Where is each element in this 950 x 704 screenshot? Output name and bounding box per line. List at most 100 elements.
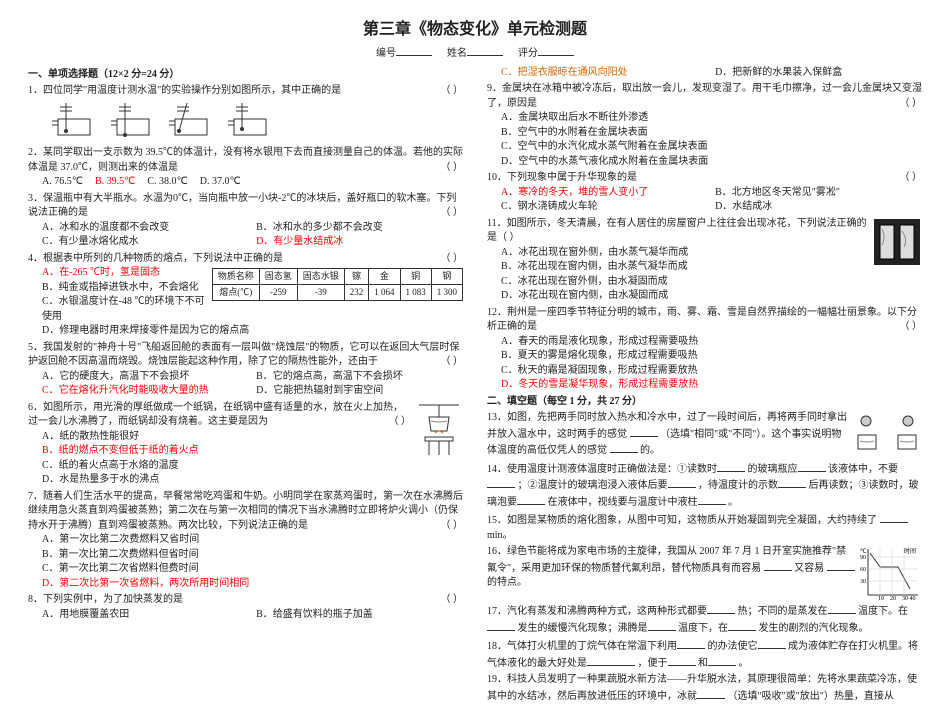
q17-t1: 热；不同的是蒸发在 [738,606,828,617]
thermometer-fig-c [159,101,215,139]
meta-label-id: 编号 [376,48,396,59]
th-5: 铜 [400,269,431,285]
q5-opt-b: B．它的熔点高，高温下不会损坏 [256,370,403,385]
q5-opt-a: A．它的硬度大，高温下不会损坏 [42,370,244,385]
q10-opt-a: A．寒冷的冬天，堆的雪人变小了 [501,186,703,201]
q9-opt-c: C．空气中的水汽化成水蒸气附着在金属块表面 [501,140,922,155]
svg-text:30 40: 30 40 [902,596,916,601]
window-fig [872,217,922,267]
q5-paren: （ ） [441,355,464,370]
paper-pot-fig [415,401,463,459]
q6-opt-b: B．纸的燃点不变但低于纸的着火点 [42,444,463,459]
q3-paren: （ ） [441,206,464,221]
q5-opt-c: C．它在熔化升汽化时能吸收大量的热 [42,384,244,399]
q10-opt-b: B．北方地区冬天常见"雾凇" [715,186,840,201]
q8-paren: （ ） [441,593,464,608]
q7-opt-b: B．第一次比第二次费燃料但省时间 [42,548,463,563]
th-3: 镓 [344,269,369,285]
q1-figure-row [28,101,463,145]
q13-tail2: 的。 [640,445,660,456]
q7: 7．随着人们生活水平的提高，早餐常常吃鸡蛋和牛奶。小明同学在家蒸鸡蛋时，第一次在… [28,490,463,592]
q18: 18．气体打火机里的丁烷气体在常温下利用 的办法使它 成为液体贮存在打火机里。将… [487,638,922,671]
q10-opt-d: D．水结成冰 [715,200,772,215]
q14-t6: 在液体中，视线要与温度计中液柱 [548,497,698,508]
q3-text: 3．保温瓶中有大半瓶水。水温为0℃，当向瓶中放一小块-2℃的冰块后，盖好瓶口的软… [28,193,456,219]
q10-text: 10．下列现象中属于升华现象的是 [487,172,637,183]
q4-table: 物质名称 固态氢 固态水银 镓 金 铜 钢 熔点(℃) -259 -39 232… [212,268,463,301]
th-2: 固态水银 [297,269,344,285]
q12-text: 12．荆州是一座四季节特征分明的城市，雨、雾、霜、雪是自然界描绘的一幅幅壮丽景象… [487,307,917,333]
svg-text:30: 30 [860,579,866,585]
q7-opt-d: D．第二次比第一次省燃料，两次所用时间相同 [42,577,463,592]
td-1: -39 [297,285,344,301]
q9-opt-d: D．空气中的水蒸气液化成水附着在金属块表面 [501,155,922,170]
meta-label-name: 姓名 [447,48,467,59]
q6-paren: （ ） [389,415,412,430]
q3-opt-d: D．有少量水结成冰 [256,235,343,250]
q6-opt-c: C．纸的着火点高于水烙的温度 [42,459,463,474]
row-label: 熔点(℃) [212,285,259,301]
q4-paren: （ ） [441,252,464,267]
q1-text: 1．四位同学"用温度计测水温"的实验操作分别如图所示，其中正确的是 [28,85,341,96]
q6-opt-d: D．水是热量多于水的沸点 [42,473,463,488]
q2-opt-a: A. 76.5℃ [42,175,83,190]
q18-tail4: 和 [698,658,708,669]
th-1: 固态氢 [259,269,297,285]
q9-paren: （ ） [900,97,923,112]
q18-tail3: ，便于 [638,658,668,669]
q18-tail5: 。 [739,658,749,669]
svg-text:时间: 时间 [904,547,916,555]
q10-paren: （ ） [900,171,923,186]
q7-text: 7．随着人们生活水平的提高，早餐常常吃鸡蛋和牛奶。小明同学在家蒸鸡蛋时，第一次在… [28,491,463,531]
q6-opt-a: A．纸的散热性能很好 [42,430,463,445]
q16: ℃ 90 60 30 10 20 30 40 时间 16．绿色节能将成为家电市场… [487,545,922,601]
q8-opt-a: A．用地膜覆盖农田 [42,608,244,623]
q15-text: 15．如图是某物质的熔化图象，从图中可知，这物质从开始凝固到完全凝固，大约持续了 [487,515,877,526]
td-5: 1 300 [431,285,462,301]
svg-text:10: 10 [878,596,884,601]
q11-opt-c: C．冰花出现在窗外侧，由水凝固而成 [501,275,922,290]
q9-opt-b: B．空气中的水附着在金属块表面 [501,126,922,141]
meta-label-score: 评分 [518,48,538,59]
th-4: 金 [369,269,400,285]
q17-t5: 发生的剧烈的汽化现象。 [759,623,869,634]
q18-text: 18．气体打火机里的丁烷气体在常温下利用 [487,641,677,652]
q3-opt-c: C．有少量冰熔化成水 [42,235,244,250]
column-right: C．把湿衣服晾在通风向阳处 D．把新鲜的水果装入保鲜盒 9．金属块在冰箱中被冷冻… [487,66,922,704]
q1: 1．四位同学"用温度计测水温"的实验操作分别如图所示，其中正确的是 （ ） [28,84,463,144]
q14-t3: ；②温度计的玻璃泡浸入液体后要 [518,480,668,491]
q14-t2: 该液体中，不要 [828,464,898,475]
q10-opt-c: C．钢水浇铸成火车轮 [501,200,703,215]
q14: 14．使用温度计测液体温度时正确做法是：①读数时 的玻璃瓶应 该液体中，不要 ；… [487,461,922,511]
th-0: 物质名称 [212,269,259,285]
q12-opt-c: C．秋天的霜是凝固现象，形成过程需要放热 [501,364,922,379]
q17-t3: 发生的缓慢汽化现象；沸腾是 [518,623,648,634]
q4-text: 4．根据表中所列的几种物质的熔点，下列说法中正确的是 [28,253,283,264]
q15: 15．如图是某物质的熔化图象，从图中可知，这物质从开始凝固到完全凝固，大约持续了… [487,512,922,543]
q8-opt-d: D．把新鲜的水果装入保鲜盒 [715,66,842,81]
q1-paren: （ ） [441,84,464,99]
q3-opt-a: A．冰和水的温度都不会改变 [42,221,244,236]
q11-opt-b: B．冰花出现在窗内侧，由水蒸气凝华而成 [501,260,922,275]
q16-tail2: 的特点。 [487,577,527,588]
q14-t7: 。 [728,497,738,508]
q6-text: 6．如图所示，用光滑的厚纸做成一个纸锅，在纸锅中盛有适量的水，放在火上加热，过一… [28,402,403,428]
meta-row: 编号 姓名 评分 [28,45,922,62]
td-2: 232 [344,285,369,301]
svg-text:90: 90 [860,555,866,561]
td-4: 1 083 [400,285,431,301]
q9-opt-a: A．金属块取出后水不断往外渗透 [501,111,922,126]
q8-text: 8．下列实例中，为了加快蒸发的是 [28,594,183,605]
q2: 2．某同学取出一支示数为 39.5℃的体温计，没有将水银甩下去而直接测量自己的体… [28,146,463,190]
q3-opt-b: B．冰和水的多少都不会改变 [256,221,383,236]
q2-text: 2．某同学取出一支示数为 39.5℃的体温计，没有将水银甩下去而直接测量自己的体… [28,147,463,173]
q18-tail: 的办法使它 [708,641,758,652]
q19: 19．科技人员发明了一种果蔬脱水新方法——升华脱水法，其原理很简单：先将水果蔬菜… [487,673,922,704]
q2-opt-d: D. 37.0℃ [200,175,241,190]
q9: 9．金属块在冰箱中被冷冻后，取出放一会儿，发现变湿了。用干毛巾擦净，过一会儿金属… [487,82,922,169]
q5: 5．我国发射的"神舟十号"飞船返回舱的表面有一层叫做"烧蚀层"的物质，它可以在返… [28,341,463,399]
td-3: 1 064 [369,285,400,301]
q8-opt-c: C．把湿衣服晾在通风向阳处 [501,66,703,81]
q17-t2: 温度下。在 [858,606,908,617]
q7-paren: （ ） [441,519,464,534]
